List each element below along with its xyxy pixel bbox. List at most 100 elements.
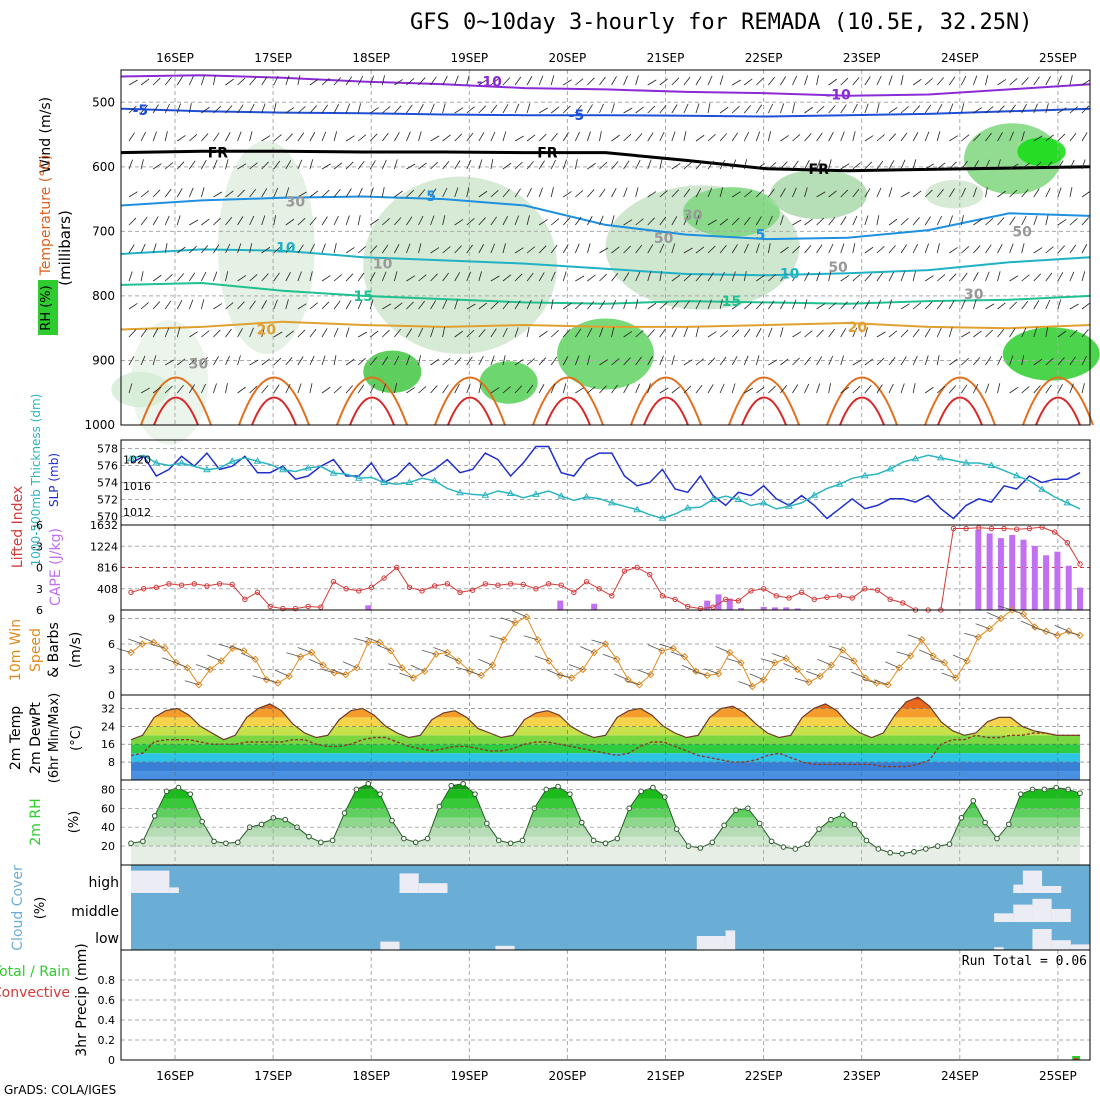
wind-barb	[731, 132, 739, 142]
wind-barb	[430, 247, 440, 254]
wind-barb	[960, 215, 964, 226]
wind-barb	[587, 216, 593, 226]
rh-shading	[363, 350, 422, 394]
wind-barb	[743, 216, 751, 226]
wind-barb	[575, 328, 582, 338]
lifted-index-marker	[254, 589, 261, 595]
lifted-index-marker	[634, 564, 640, 571]
cloud-patch	[1042, 886, 1062, 893]
wind-barb	[973, 107, 983, 114]
wind-barb	[587, 243, 591, 254]
wind-barb	[225, 271, 229, 282]
wind-barb	[213, 217, 221, 226]
wind-barb	[852, 274, 861, 282]
rh-marker	[448, 782, 455, 789]
wind-barb	[177, 135, 186, 142]
wind-barb	[804, 299, 808, 310]
wind-barb	[635, 75, 639, 86]
wind-barb	[964, 632, 979, 638]
wind-barb	[345, 76, 353, 86]
rh-marker	[460, 780, 466, 787]
wind-barb	[623, 299, 628, 310]
wind-barb	[731, 271, 736, 282]
rh-marker	[495, 837, 502, 844]
wind-barb	[189, 134, 198, 142]
wind-speed-marker	[161, 644, 169, 652]
wind-barb	[394, 271, 398, 282]
date-label-top: 21SEP	[647, 51, 685, 65]
wind-barb	[177, 246, 186, 254]
wind-barb	[949, 385, 957, 394]
contour-label: 30	[286, 195, 306, 211]
wind-barb	[261, 327, 265, 338]
wind-barb	[526, 384, 534, 394]
wind-barb	[140, 105, 148, 114]
wind-barb	[623, 219, 633, 226]
isotherm-line	[120, 149, 1091, 173]
contour-label: 30	[683, 208, 703, 224]
wind-barb	[900, 106, 909, 114]
wind-barb	[442, 358, 451, 366]
temp-band	[131, 753, 1080, 763]
wind-barb	[888, 187, 893, 198]
wind-barb	[952, 654, 968, 662]
wind-barb	[152, 301, 161, 310]
wind-barb	[1069, 303, 1079, 310]
wind-speed-marker	[127, 648, 135, 657]
wind-barb	[731, 329, 740, 338]
wind-barb	[961, 331, 971, 338]
wind-barb	[370, 218, 379, 226]
wind-barb	[912, 78, 922, 86]
wind-barb	[478, 159, 483, 170]
thickness-marker	[354, 474, 363, 481]
wind-barb	[195, 664, 211, 670]
wind-barb	[936, 77, 945, 86]
wind-barb	[876, 331, 886, 338]
wind-barb	[719, 159, 726, 170]
wind-barb	[152, 243, 157, 254]
date-label-bottom: 21SEP	[647, 1069, 685, 1083]
wind-barb	[985, 106, 994, 114]
wind-barb	[562, 217, 571, 226]
wind-barb	[816, 132, 823, 142]
wind-barb	[381, 187, 385, 198]
wind-speed-marker	[635, 681, 644, 689]
pressure-tick-label: 500	[92, 95, 115, 109]
wind-barb	[490, 355, 495, 366]
wind-barb	[394, 190, 403, 198]
wind-barb	[587, 386, 596, 394]
wind-barb	[285, 356, 293, 366]
rh-marker	[199, 818, 205, 825]
wind-barb	[575, 387, 585, 394]
wind-barb	[526, 134, 536, 142]
rh-marker	[839, 812, 846, 818]
isotherm-line	[336, 376, 408, 426]
wind-barb	[176, 215, 181, 226]
wind-barb	[828, 105, 836, 114]
wind-barb	[948, 215, 953, 226]
wind-barb	[478, 271, 482, 282]
rh-marker	[389, 817, 395, 824]
wind-barb	[756, 274, 765, 282]
wind-barb	[647, 132, 654, 142]
wind-barb	[369, 357, 378, 366]
temp-band	[131, 744, 1080, 754]
wind-barb	[885, 661, 900, 669]
rh-shading	[111, 371, 170, 408]
wind-barb	[563, 302, 572, 310]
wind-barb	[333, 300, 341, 310]
wind-barb	[768, 359, 778, 366]
wind-barb	[864, 76, 871, 86]
lifted-index-marker	[849, 595, 855, 601]
wind-barb	[297, 356, 304, 366]
wind-barb	[514, 215, 519, 226]
wind-barb	[936, 327, 942, 338]
cloud-patch	[994, 947, 1004, 950]
lifted-index-marker	[318, 604, 324, 610]
wind-barb	[333, 327, 339, 338]
wind-barb	[418, 162, 427, 170]
wind-barb	[382, 244, 389, 254]
wind-barb	[1057, 187, 1062, 198]
wind-barb	[900, 132, 908, 142]
cape-bar	[771, 607, 778, 610]
